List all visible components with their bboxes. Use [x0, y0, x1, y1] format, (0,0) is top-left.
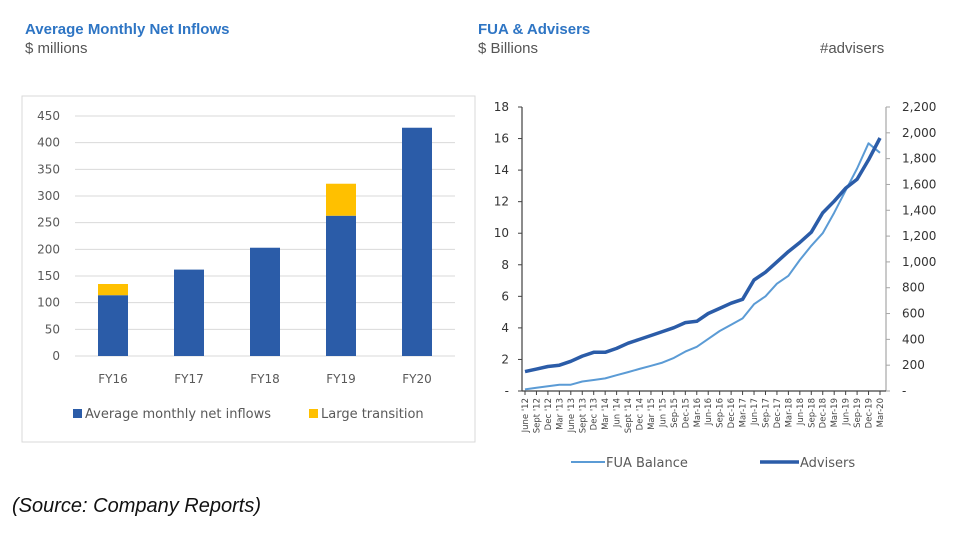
bar-chart: 0 50 100 150 200 250 300 350 400 450 FY16 FY17 FY18 F… — [37, 109, 455, 422]
y-tick-label: 100 — [37, 296, 60, 310]
bar-large-transition — [326, 183, 356, 216]
right-y-tick-label: 400 — [902, 332, 925, 346]
bar-net-inflows — [250, 247, 280, 356]
legend-label-fua-balance: FUA Balance — [606, 456, 688, 471]
x-tick-label: Sep-16 — [716, 398, 726, 428]
bar-net-inflows — [98, 295, 128, 356]
x-tick-label: Dec '12 — [544, 398, 554, 430]
x-tick-label: Jun-17 — [750, 398, 760, 426]
x-tick-label: Dec '13 — [590, 398, 600, 430]
source-note: (Source: Company Reports) — [12, 495, 261, 517]
x-tick-label: Mar-17 — [739, 398, 749, 427]
right-y-tick-label: 1,200 — [902, 229, 936, 243]
x-tick-label: Sep-15 — [670, 398, 680, 428]
y-tick-label: 300 — [37, 189, 60, 203]
x-tick-label: Dec-16 — [727, 398, 737, 428]
x-tick-label: Jun '15 — [658, 398, 668, 428]
bar-net-inflows — [174, 269, 204, 356]
legend-label-advisers: Advisers — [800, 456, 855, 471]
line-chart: - 2 4 6 8 10 12 14 16 18 - 200 400 600 800 1,000 1,200 1,… — [494, 100, 937, 471]
x-tick-label: Mar-16 — [693, 398, 703, 427]
right-y-tick-label: 1,000 — [902, 255, 936, 269]
left-y-tick-label: 18 — [494, 100, 509, 114]
legend-swatch-large-transition — [309, 409, 318, 418]
y-tick-label: 250 — [37, 216, 60, 230]
y-tick-label: 200 — [37, 242, 60, 256]
y-tick-label: 150 — [37, 269, 60, 283]
x-tick-label: Mar-18 — [784, 398, 794, 427]
right-chart-subtitle: $ Billions — [478, 40, 539, 57]
x-tick-label: Jun '14 — [613, 398, 623, 428]
right-y-tick-label: 200 — [902, 358, 925, 372]
right-y-tick-label: 2,000 — [902, 126, 936, 140]
right-y-tick-label: 2,200 — [902, 100, 936, 114]
x-tick-label: Jun-18 — [796, 398, 806, 426]
x-tick-label: Jun-16 — [704, 398, 714, 426]
x-tick-label: Sep-17 — [761, 398, 771, 428]
x-tick-label: Sep-19 — [853, 398, 863, 428]
bar-net-inflows — [326, 215, 356, 356]
right-axis-subtitle: #advisers — [820, 40, 885, 57]
right-y-tick-label: 800 — [902, 281, 925, 295]
left-y-tick-label: 12 — [494, 195, 509, 209]
x-tick-label: FY20 — [402, 372, 432, 386]
bar-chart-frame — [21, 95, 476, 443]
left-y-tick-label: 16 — [494, 132, 509, 146]
x-tick-label: Dec-19 — [865, 398, 875, 428]
left-y-tick-label: 8 — [501, 258, 509, 272]
x-tick-label: FY16 — [98, 372, 128, 386]
x-tick-label: June '13 — [567, 398, 577, 433]
bar-large-transition — [98, 284, 128, 296]
left-y-tick-label: 2 — [501, 352, 509, 366]
fua-balance-line — [524, 142, 881, 391]
x-tick-label: FY17 — [174, 372, 204, 386]
right-y-tick-label: 600 — [902, 307, 925, 321]
legend-swatch-net-inflows — [73, 409, 82, 418]
left-chart-subtitle: $ millions — [25, 40, 88, 57]
advisers-line — [524, 137, 882, 374]
x-tick-label: Jun-19 — [842, 398, 852, 426]
x-tick-label: FY18 — [250, 372, 280, 386]
x-tick-label: Sept '14 — [624, 398, 634, 433]
x-tick-label: June '12 — [521, 398, 531, 433]
x-tick-label: Mar-19 — [830, 398, 840, 427]
left-y-tick-label: 14 — [494, 163, 509, 177]
x-tick-label: FY19 — [326, 372, 356, 386]
x-tick-label: Dec-17 — [773, 398, 783, 428]
x-tick-label: Dec-18 — [819, 398, 829, 428]
legend-label-net-inflows: Average monthly net inflows — [85, 407, 271, 422]
right-y-tick-label: - — [902, 384, 906, 398]
y-tick-label: 350 — [37, 162, 60, 176]
right-y-tick-label: 1,800 — [902, 152, 936, 166]
right-y-tick-label: 1,600 — [902, 177, 936, 191]
x-tick-label: Sept '13 — [578, 398, 588, 433]
x-tick-label: Dec '14 — [636, 398, 646, 430]
y-tick-label: 50 — [45, 322, 60, 336]
x-tick-label: Sept '12 — [532, 398, 542, 433]
y-tick-label: 400 — [37, 136, 60, 150]
left-chart-title: Average Monthly Net Inflows — [25, 21, 230, 38]
y-tick-label: 450 — [37, 109, 60, 123]
x-tick-label: Dec-15 — [681, 398, 691, 428]
right-chart-title: FUA & Advisers — [478, 21, 591, 38]
x-tick-label: Mar '14 — [601, 398, 611, 430]
bar-net-inflows — [402, 127, 432, 356]
x-tick-label: Sep-18 — [807, 398, 817, 428]
left-y-tick-label: - — [505, 384, 509, 398]
y-tick-label: 0 — [52, 349, 60, 363]
left-y-tick-label: 6 — [501, 289, 509, 303]
left-y-tick-label: 4 — [501, 321, 509, 335]
x-tick-label: Mar '15 — [647, 398, 657, 430]
x-tick-label: Mar-20 — [876, 398, 886, 427]
legend-label-large-transition: Large transition — [321, 407, 424, 422]
x-tick-label: Mar '13 — [555, 398, 565, 430]
left-y-tick-label: 10 — [494, 226, 509, 240]
right-y-tick-label: 1,400 — [902, 203, 936, 217]
